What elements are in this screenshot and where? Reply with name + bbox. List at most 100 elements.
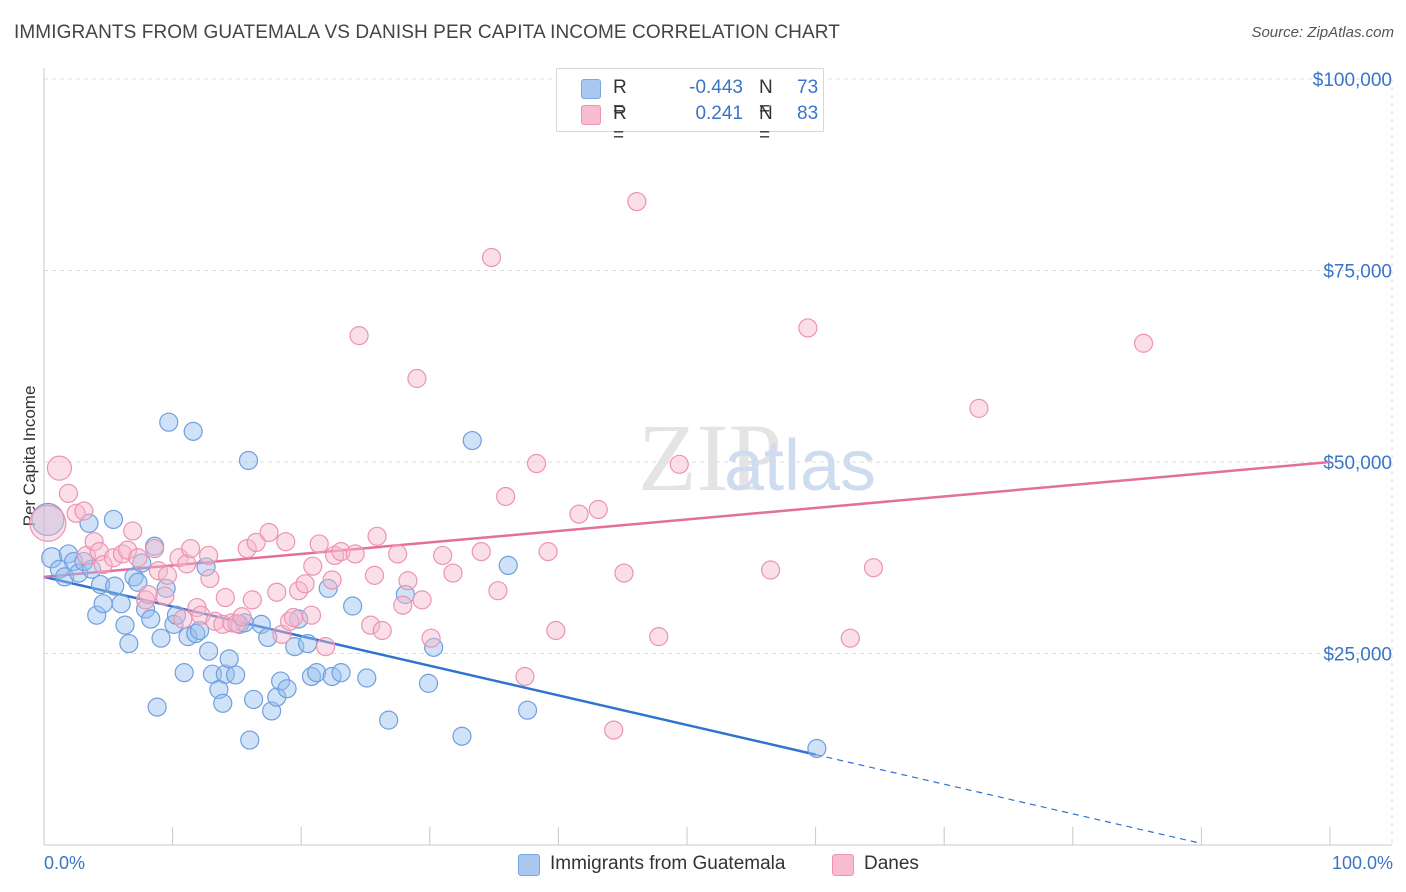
point-guatemala xyxy=(215,664,235,684)
point-guatemala xyxy=(103,509,124,530)
point-danes xyxy=(280,611,300,631)
y-tick-label: $25,000 xyxy=(1323,645,1392,666)
point-guatemala xyxy=(115,615,135,635)
point-guatemala xyxy=(174,663,194,683)
y-tick-label: $75,000 xyxy=(1323,262,1392,283)
trend-lines xyxy=(43,460,1331,845)
trend-line-guatemala-extension xyxy=(815,754,1202,845)
point-guatemala xyxy=(93,594,113,614)
point-danes xyxy=(604,720,624,740)
point-guatemala xyxy=(151,628,171,648)
point-danes xyxy=(144,538,165,559)
point-danes xyxy=(840,628,860,648)
point-guatemala xyxy=(183,421,203,441)
point-danes xyxy=(112,544,133,564)
point-danes xyxy=(798,318,818,338)
point-danes xyxy=(66,503,86,523)
point-guatemala xyxy=(238,450,259,471)
point-danes xyxy=(496,486,516,507)
legend-n-value: 83 xyxy=(797,103,819,124)
point-guatemala xyxy=(517,700,538,720)
point-danes xyxy=(232,607,252,627)
point-danes xyxy=(1133,333,1154,353)
point-danes xyxy=(569,504,589,524)
point-guatemala xyxy=(379,710,399,730)
point-guatemala xyxy=(159,412,179,432)
point-guatemala xyxy=(119,633,139,654)
point-danes xyxy=(46,455,73,481)
point-guatemala xyxy=(244,689,264,710)
point-danes xyxy=(364,565,385,585)
point-danes xyxy=(135,590,156,610)
point-danes xyxy=(546,620,566,641)
point-danes xyxy=(155,586,175,606)
point-danes xyxy=(205,611,225,631)
point-danes xyxy=(398,571,418,591)
point-guatemala xyxy=(87,605,107,625)
legend-n-label: N = xyxy=(759,103,773,146)
point-guatemala xyxy=(199,641,219,661)
point-danes xyxy=(199,545,219,566)
point-danes xyxy=(246,532,266,553)
point-danes xyxy=(181,538,201,559)
point-danes xyxy=(301,605,322,625)
point-danes xyxy=(488,581,508,601)
legend-swatch-blue xyxy=(581,79,601,99)
point-danes xyxy=(669,454,689,474)
point-danes xyxy=(74,501,94,521)
point-danes xyxy=(117,540,138,560)
point-danes xyxy=(863,558,884,578)
point-danes xyxy=(471,542,491,562)
bottom-legend-label: Immigrants from Guatemala xyxy=(550,853,786,874)
x-tick-labels: 0.0% 100.0% xyxy=(44,853,1393,873)
point-guatemala xyxy=(111,594,131,614)
point-guatemala xyxy=(69,563,89,583)
point-danes xyxy=(760,560,781,580)
point-guatemala xyxy=(277,679,297,699)
legend-swatch-pink xyxy=(581,105,601,125)
point-guatemala xyxy=(128,572,148,592)
point-guatemala xyxy=(462,430,482,451)
point-danes xyxy=(627,191,647,212)
y-tick-labels: $25,000 $50,000 $75,000 $100,000 xyxy=(1313,70,1392,666)
point-guatemala xyxy=(213,693,233,713)
point-guatemala xyxy=(105,576,125,596)
point-guatemala xyxy=(452,726,472,746)
point-guatemala xyxy=(90,574,111,595)
point-danes xyxy=(388,544,408,564)
point-guatemala xyxy=(498,555,518,576)
point-danes xyxy=(372,620,392,641)
point-danes xyxy=(200,568,220,589)
point-guatemala xyxy=(141,609,161,629)
point-guatemala xyxy=(307,663,327,683)
point-danes xyxy=(242,590,262,610)
legend-n-value: 73 xyxy=(797,77,819,98)
point-guatemala xyxy=(240,730,260,750)
watermark-zip: ZIP xyxy=(638,404,782,511)
point-danes xyxy=(267,582,287,602)
point-danes xyxy=(345,544,365,564)
bottom-legend-swatch-pink xyxy=(832,854,854,876)
point-danes xyxy=(215,587,235,608)
point-danes xyxy=(222,613,242,633)
point-danes xyxy=(433,545,453,566)
point-danes xyxy=(481,247,502,268)
stats-legend: R = -0.443 N = 73 R = 0.241 N = 83 xyxy=(556,68,824,146)
point-guatemala xyxy=(178,627,198,647)
point-guatemala xyxy=(54,567,75,587)
point-danes xyxy=(93,555,113,575)
chart-title: IMMIGRANTS FROM GUATEMALA VS DANISH PER … xyxy=(14,22,840,43)
point-danes xyxy=(361,615,381,635)
bottom-legend-swatch-blue xyxy=(518,854,540,876)
point-danes xyxy=(123,521,143,541)
point-guatemala xyxy=(807,738,827,759)
legend-r-value: -0.443 xyxy=(689,77,743,98)
point-danes xyxy=(526,453,547,474)
point-danes xyxy=(148,561,169,581)
point-guatemala xyxy=(298,633,318,654)
point-danes xyxy=(29,504,67,542)
point-danes xyxy=(84,532,104,552)
point-guatemala xyxy=(418,673,439,693)
point-guatemala xyxy=(132,553,152,573)
legend-r-label: R = xyxy=(613,77,627,120)
